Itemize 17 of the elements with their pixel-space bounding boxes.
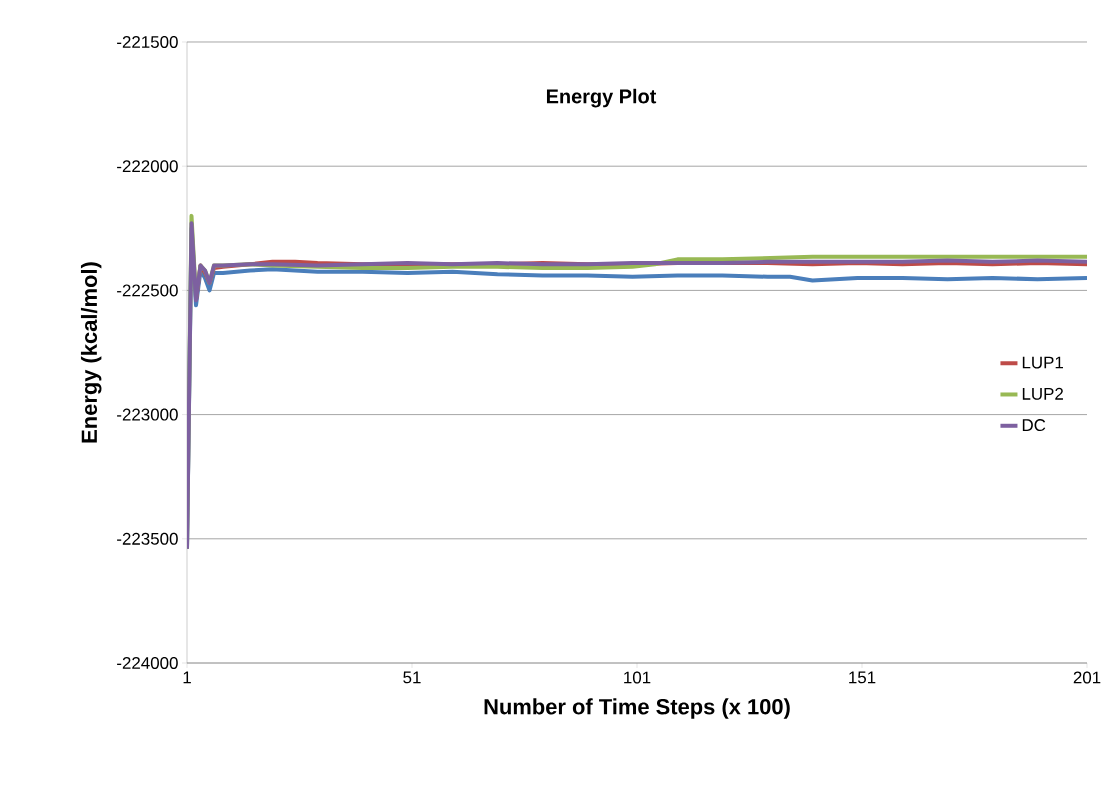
y-tick-label: -222000	[117, 160, 178, 173]
y-tick-label: -222500	[117, 284, 178, 297]
x-tick-label: 151	[849, 671, 876, 684]
text: Energy Plot	[546, 88, 657, 108]
y-tick-label: -223000	[117, 408, 178, 421]
y-tick-label: -224000	[117, 657, 178, 669]
y-axis-title: Energy (kcal/mol)	[80, 262, 102, 443]
x-tick-label: 51	[403, 671, 421, 684]
y-tick-label: -221500	[117, 36, 178, 48]
x-axis-title: Number of Time Steps (x 100)	[484, 698, 790, 719]
legend-label: LUP1	[1022, 356, 1063, 369]
x-tick-label: 201	[1073, 671, 1101, 684]
legend-label: DC	[1022, 419, 1046, 432]
y-tick-label: -223500	[117, 532, 178, 545]
x-tick-label: 101	[624, 671, 651, 684]
x-tick-label: 1	[183, 671, 191, 684]
legend-label: LUP2	[1022, 387, 1063, 400]
